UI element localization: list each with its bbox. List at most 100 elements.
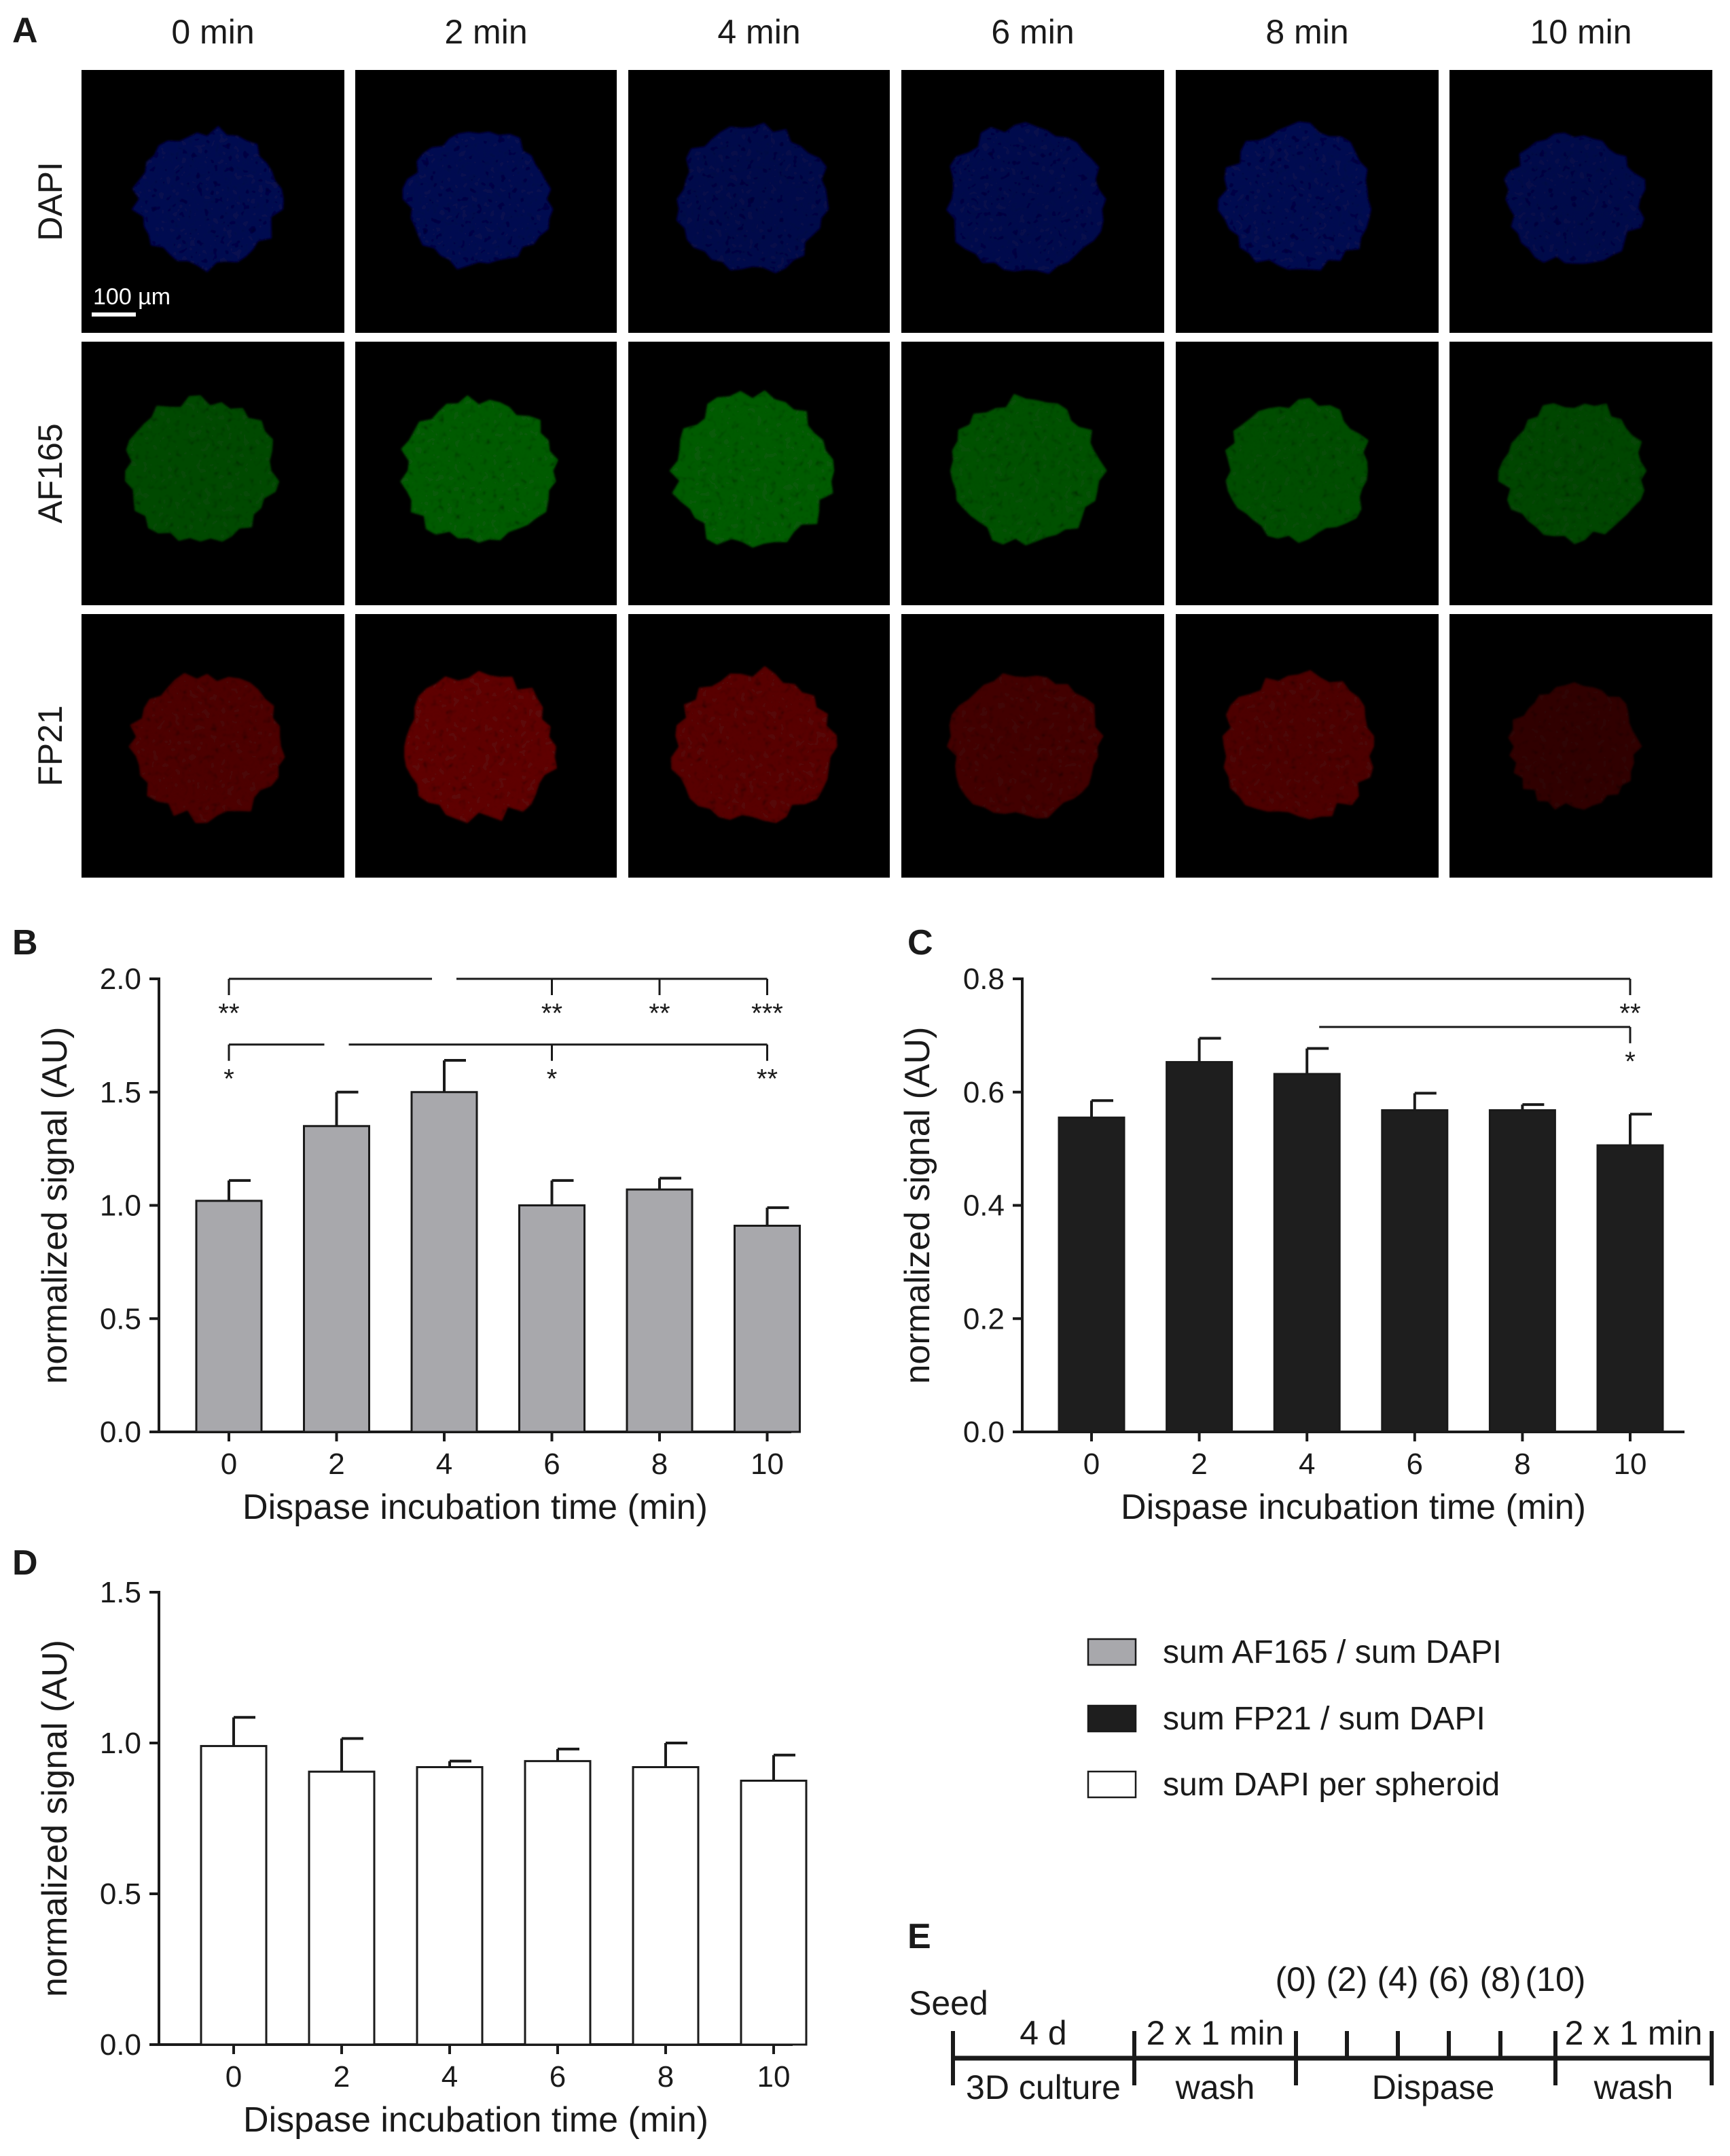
y-tick-label: 0.8 bbox=[963, 963, 1005, 996]
micrograph-cell bbox=[355, 614, 617, 878]
bar bbox=[195, 1200, 263, 1433]
spheroid bbox=[131, 126, 284, 272]
column-label: 10 min bbox=[1530, 13, 1632, 51]
y-tick-label: 1.5 bbox=[100, 1576, 141, 1609]
micrograph-cell bbox=[1176, 614, 1439, 878]
micrograph-cell bbox=[628, 342, 890, 605]
x-tick-label: 4 bbox=[436, 1448, 452, 1481]
spheroid bbox=[1218, 121, 1371, 271]
bar bbox=[303, 1125, 370, 1433]
x-tick-label: 4 bbox=[1299, 1448, 1315, 1481]
column-label: 6 min bbox=[991, 13, 1074, 51]
y-tick-label: 1.5 bbox=[100, 1076, 141, 1109]
bar bbox=[1596, 1144, 1664, 1433]
legend-swatch-dapi bbox=[1087, 1770, 1137, 1799]
x-tick-label: 4 bbox=[441, 2060, 458, 2094]
timeline-wash1-duration: 2 x 1 min bbox=[1147, 2014, 1284, 2052]
significance-label: * bbox=[223, 1064, 234, 1094]
legend: sum AF165 / sum DAPI sum FP21 / sum DAPI… bbox=[1087, 1634, 1502, 1803]
micrograph-cell bbox=[901, 342, 1164, 605]
spheroid bbox=[128, 672, 285, 823]
y-tick-label: 0.5 bbox=[100, 1877, 141, 1911]
y-tick-label: 0.6 bbox=[963, 1076, 1005, 1109]
micrograph-cell bbox=[1449, 342, 1712, 605]
x-axis-label: Dispase incubation time (min) bbox=[242, 1488, 708, 1527]
x-axis-label: Dispase incubation time (min) bbox=[1121, 1488, 1586, 1527]
y-tick-label: 0.0 bbox=[100, 2028, 141, 2062]
x-tick-label: 0 bbox=[221, 1448, 237, 1481]
timeline-dispase-tick-4: (4) bbox=[1377, 1960, 1418, 1998]
bar bbox=[524, 1760, 592, 2046]
bar bbox=[1166, 1061, 1233, 1433]
micrograph-cell bbox=[901, 614, 1164, 878]
timeline-dispase-tick-0: (0) bbox=[1275, 1960, 1316, 1998]
spheroid bbox=[1225, 398, 1369, 543]
micrograph-grid: 0 min 2 min 4 min 6 min 8 min 10 min DAPI AF165… bbox=[31, 13, 1712, 878]
micrograph-cell bbox=[628, 614, 890, 878]
y-tick-label: 0.4 bbox=[963, 1189, 1005, 1223]
bar bbox=[200, 1744, 268, 2046]
panel-letter-b: B bbox=[12, 923, 38, 963]
y-axis-label: normalized signal (AU) bbox=[35, 1640, 75, 1997]
spheroid bbox=[676, 122, 829, 274]
micrograph-cell bbox=[82, 614, 344, 878]
x-tick-label: 6 bbox=[1407, 1448, 1423, 1481]
panel-letter-e: E bbox=[907, 1917, 931, 1956]
micrograph-cell bbox=[1449, 70, 1712, 333]
timeline-culture-duration: 4 d bbox=[1020, 2014, 1067, 2052]
spheroid bbox=[1508, 682, 1642, 810]
panel-letter-c: C bbox=[907, 923, 933, 963]
timeline-dispase-tick-10: (10) bbox=[1526, 1960, 1586, 1998]
spheroid bbox=[402, 131, 554, 270]
bar bbox=[416, 1766, 484, 2046]
spheroid bbox=[400, 395, 558, 543]
micrograph-cell bbox=[1449, 614, 1712, 878]
y-axis-label: normalized signal (AU) bbox=[35, 1027, 75, 1384]
bar bbox=[734, 1225, 801, 1433]
timeline-wash1-label: wash bbox=[1175, 2068, 1255, 2106]
panel-letter-d: D bbox=[12, 1543, 38, 1583]
significance-label: ** bbox=[757, 1064, 778, 1094]
spheroid bbox=[1498, 403, 1647, 544]
bar bbox=[740, 1780, 808, 2046]
spheroid bbox=[950, 394, 1107, 545]
x-tick-label: 0 bbox=[226, 2060, 242, 2094]
bar bbox=[1488, 1109, 1556, 1433]
significance-label: ** bbox=[218, 999, 239, 1028]
column-label: 4 min bbox=[717, 13, 800, 51]
scale-bar-label: 100 µm bbox=[93, 284, 170, 310]
x-tick-label: 8 bbox=[1514, 1448, 1530, 1481]
spheroid bbox=[946, 122, 1106, 274]
row-label: DAPI bbox=[31, 162, 69, 241]
significance-label: * bbox=[547, 1064, 558, 1094]
bar bbox=[1381, 1109, 1449, 1433]
bar bbox=[410, 1091, 478, 1433]
legend-label-dapi: sum DAPI per spheroid bbox=[1163, 1767, 1500, 1803]
x-tick-label: 0 bbox=[1083, 1448, 1100, 1481]
x-tick-label: 8 bbox=[651, 1448, 668, 1481]
y-axis-label: normalized signal (AU) bbox=[898, 1027, 937, 1384]
timeline bbox=[951, 2031, 1714, 2085]
timeline-dispase-tick-2: (2) bbox=[1326, 1960, 1367, 1998]
x-tick-label: 8 bbox=[657, 2060, 674, 2094]
y-tick-label: 1.0 bbox=[100, 1189, 141, 1223]
spheroid bbox=[947, 673, 1104, 819]
x-tick-label: 10 bbox=[1614, 1448, 1647, 1481]
timeline-wash2-duration: 2 x 1 min bbox=[1565, 2014, 1703, 2052]
significance-label: ** bbox=[1619, 999, 1640, 1028]
x-tick-label: 2 bbox=[328, 1448, 344, 1481]
y-tick-label: 2.0 bbox=[100, 963, 141, 996]
spheroid bbox=[1223, 670, 1374, 819]
x-tick-label: 2 bbox=[1191, 1448, 1207, 1481]
legend-label-af165: sum AF165 / sum DAPI bbox=[1163, 1634, 1502, 1670]
y-tick-label: 1.0 bbox=[100, 1727, 141, 1760]
timeline-culture-label: 3D culture bbox=[966, 2068, 1121, 2106]
y-tick-label: 0.5 bbox=[100, 1302, 141, 1335]
x-axis-label: Dispase incubation time (min) bbox=[243, 2100, 708, 2140]
spheroid bbox=[404, 671, 557, 823]
micrograph-cell bbox=[1176, 70, 1439, 333]
panel-letter-a: A bbox=[12, 11, 38, 50]
significance-label: * bbox=[1625, 1047, 1636, 1077]
micrograph-cell bbox=[901, 70, 1164, 333]
